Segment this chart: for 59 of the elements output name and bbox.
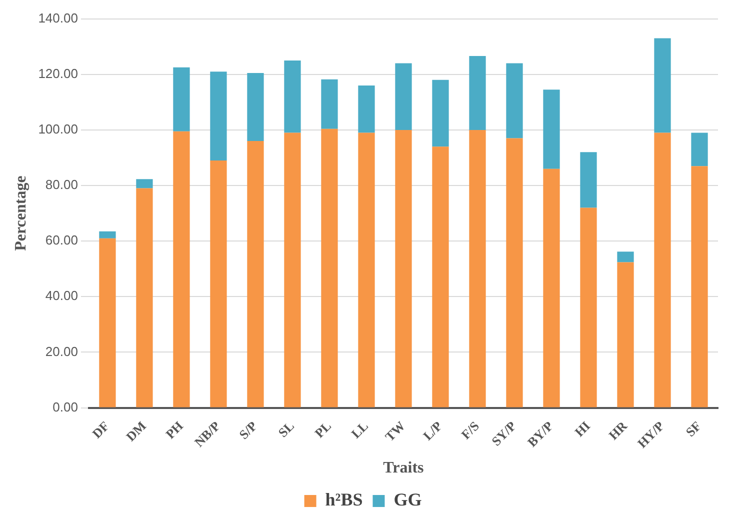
bar: [173, 67, 190, 132]
bar: [580, 208, 597, 408]
bar: [284, 60, 301, 133]
bar: [506, 63, 523, 138]
x-tick-label: PH: [162, 418, 186, 442]
legend-label: GG: [394, 490, 422, 510]
x-tick-label: DF: [89, 418, 112, 442]
y-tick-label: 60.00: [45, 232, 78, 248]
bar: [654, 132, 671, 408]
x-tick-label: S/P: [236, 418, 260, 442]
bar: [210, 160, 227, 408]
x-tick-label: SF: [682, 418, 704, 440]
bar: [284, 132, 301, 408]
y-tick-label: 80.00: [45, 177, 78, 192]
bar: [136, 188, 153, 408]
bar: [395, 63, 412, 130]
x-tick-label: DM: [123, 418, 149, 444]
y-tick-label: 100.00: [38, 122, 78, 137]
bar: [543, 168, 560, 408]
y-tick-label: 0.00: [52, 399, 78, 414]
x-tick-label: HR: [606, 418, 630, 443]
bar: [173, 131, 190, 408]
y-tick-label: 40.00: [45, 288, 78, 304]
bar: [506, 138, 523, 408]
bar: [617, 252, 634, 262]
bar: [691, 132, 708, 166]
bar: [654, 38, 671, 133]
bar: [543, 90, 560, 169]
bar: [99, 238, 116, 408]
x-axis-title: Traits: [383, 460, 424, 477]
x-tick-label: HI: [572, 418, 593, 440]
bar: [321, 128, 338, 408]
bar: [395, 130, 412, 408]
bar: [247, 141, 264, 408]
bar: [210, 72, 227, 161]
x-tick-label: F/S: [458, 418, 482, 442]
bar: [99, 231, 116, 238]
bar: [691, 166, 708, 408]
bar: [358, 85, 375, 133]
bar: [469, 56, 486, 130]
bar: [469, 130, 486, 408]
y-axis-title: Percentage: [12, 176, 30, 251]
bar: [432, 80, 449, 147]
bar: [136, 179, 153, 188]
y-tick-label: 120.00: [38, 66, 78, 81]
bar: [580, 152, 597, 208]
bar: [432, 146, 449, 408]
x-tick-label: LL: [348, 418, 372, 442]
y-tick-label: 20.00: [45, 344, 78, 359]
x-tick-label: L/P: [420, 418, 446, 444]
x-tick-label: PL: [312, 418, 334, 441]
bar: [617, 262, 634, 408]
bar: [247, 72, 264, 142]
x-tick-label: SL: [275, 418, 298, 440]
x-tick-label: TW: [382, 418, 408, 444]
legend-label: h²BS: [325, 490, 363, 510]
bar: [358, 132, 375, 408]
y-tick-label: 140.00: [38, 10, 78, 26]
bar: [321, 79, 338, 129]
